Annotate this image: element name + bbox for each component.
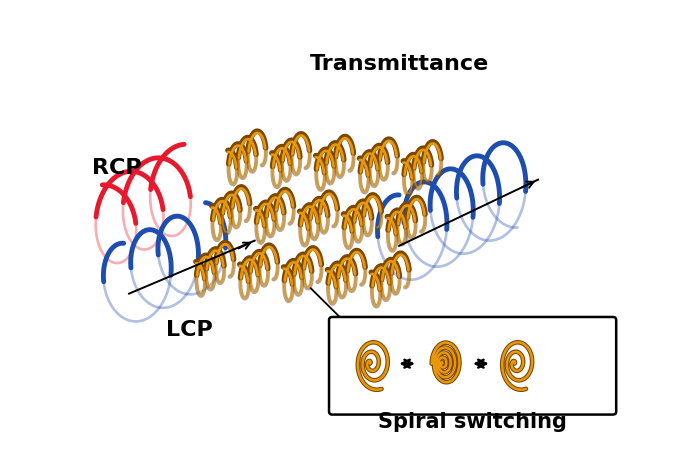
Text: Transmittance: Transmittance — [309, 54, 489, 74]
Text: LCP: LCP — [166, 320, 213, 340]
Text: Spiral switching: Spiral switching — [378, 412, 567, 432]
FancyBboxPatch shape — [329, 317, 616, 415]
Text: RCP: RCP — [92, 158, 141, 178]
